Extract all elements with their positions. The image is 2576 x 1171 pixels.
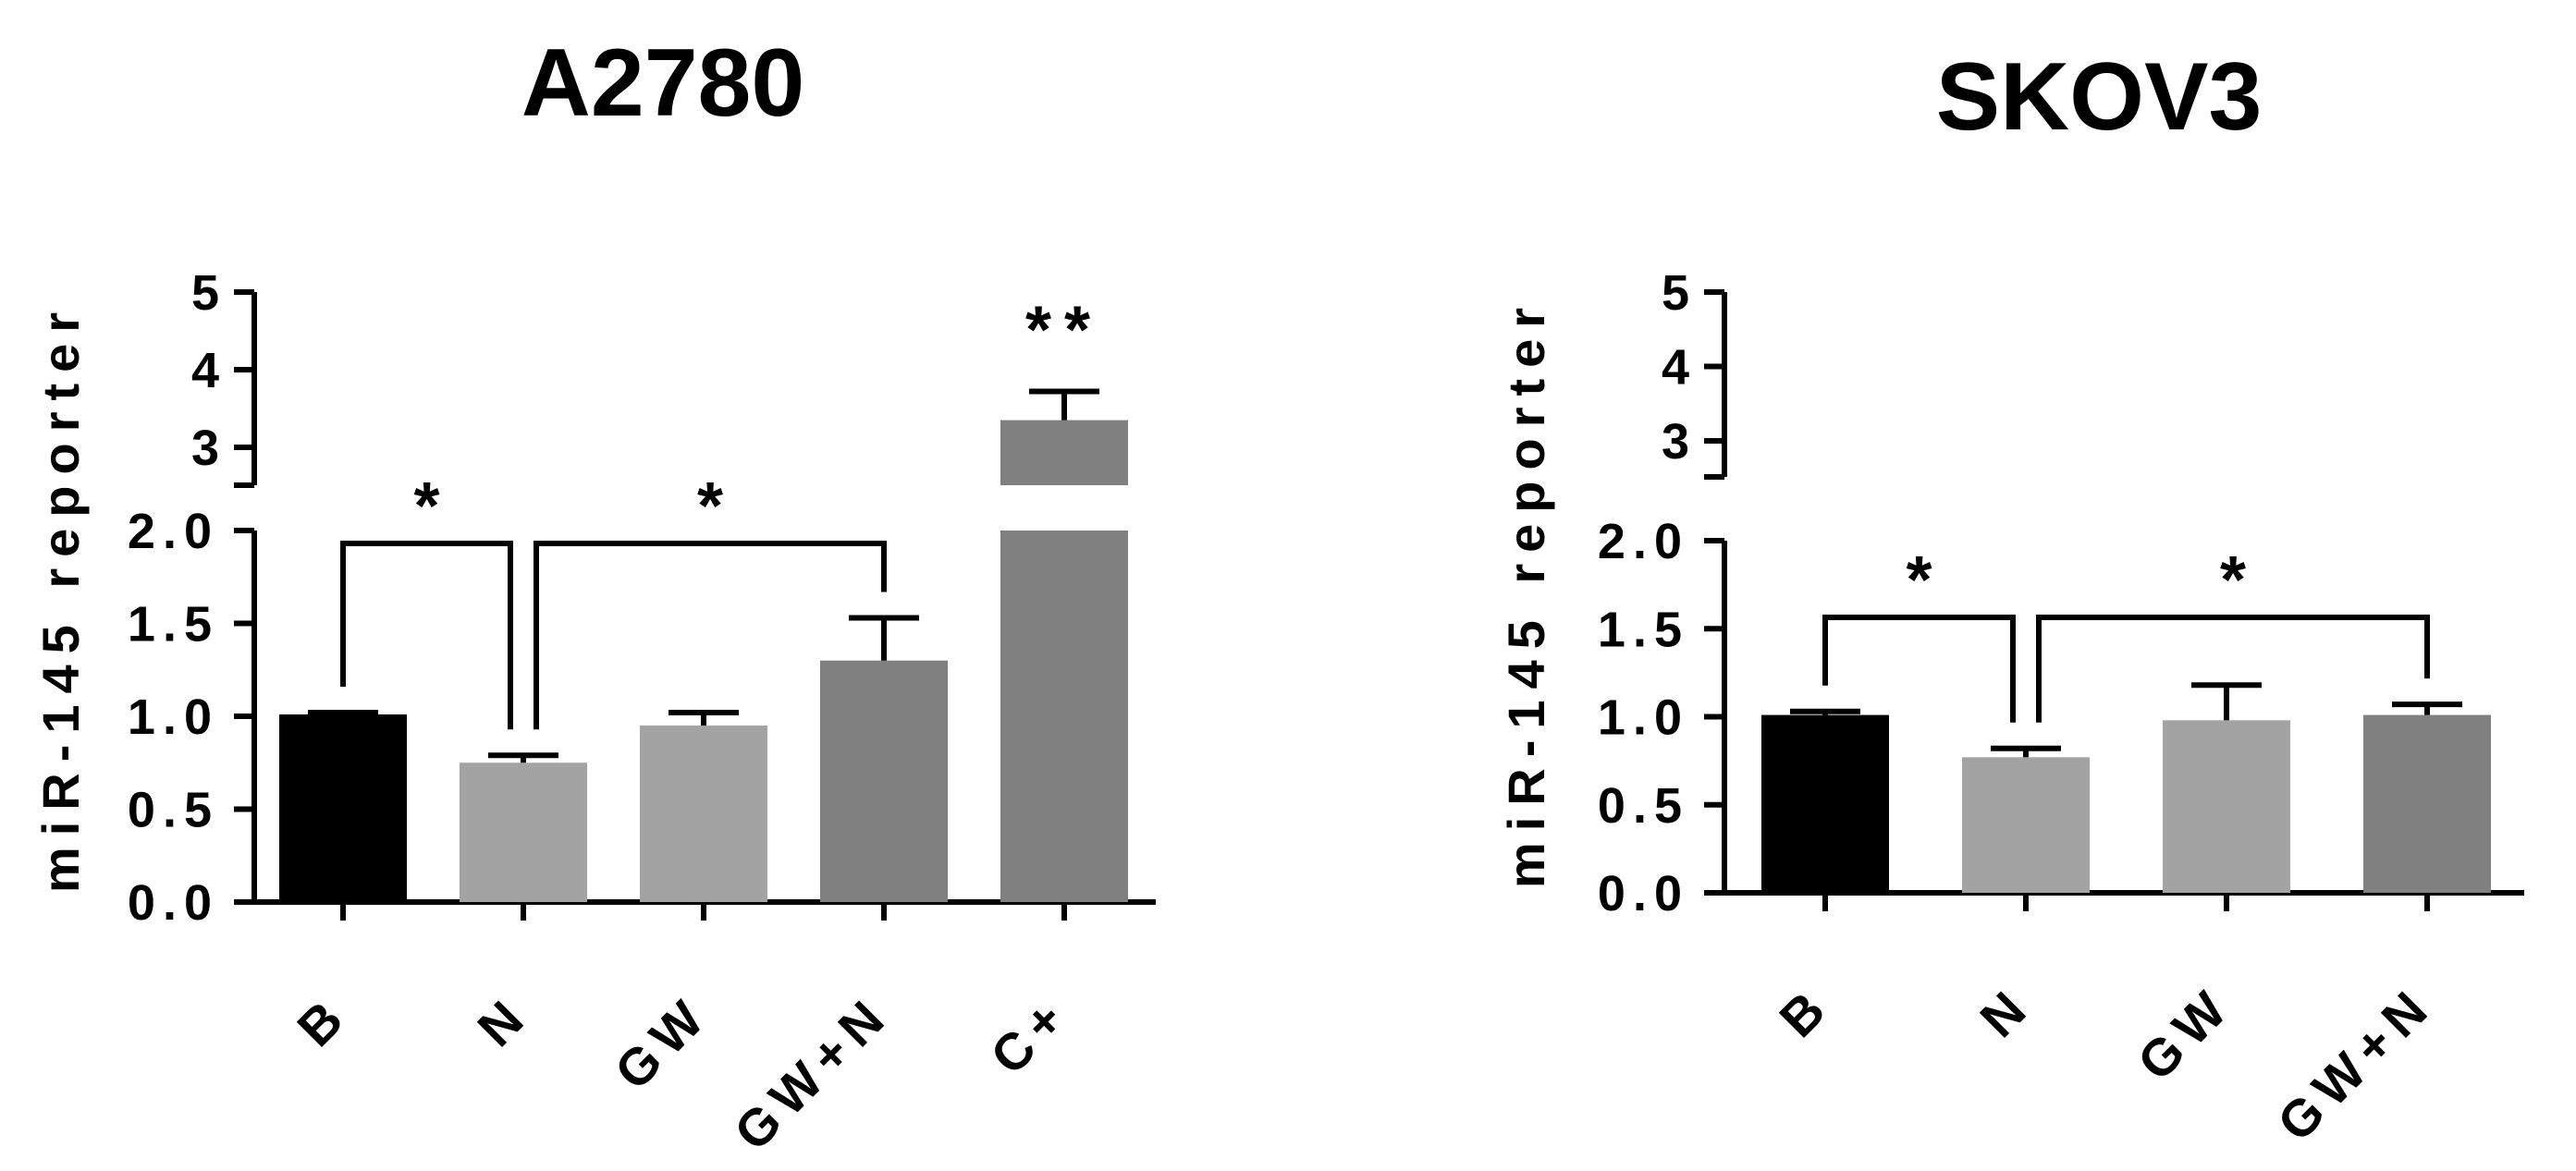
y-tick-label: 1.0 — [1598, 690, 1689, 746]
significance-label: * — [413, 470, 439, 543]
y-tick-label: 4 — [191, 343, 219, 398]
bar-n — [460, 762, 587, 902]
y-tick-label: 1.5 — [1598, 602, 1689, 657]
y-axis-label: miR-145 reporter — [1497, 297, 1555, 888]
significance-label: ** — [1025, 294, 1103, 368]
significance-label: * — [697, 470, 723, 543]
chart-title: A2780 — [521, 30, 804, 137]
y-tick-label: 3 — [191, 421, 219, 476]
x-tick-label-b: B — [1768, 974, 1842, 1048]
x-tick-label-gw: GW — [2127, 974, 2244, 1092]
significance-label: * — [1906, 543, 1932, 617]
chart-title: SKOV3 — [1936, 43, 2263, 151]
y-tick-label: 2.0 — [128, 504, 219, 559]
y-axis-label: miR-145 reporter — [31, 301, 90, 893]
y-tick-label: 1.0 — [128, 689, 219, 745]
y-tick-label: 0.0 — [1598, 866, 1689, 921]
x-tick-label-c-: C+ — [979, 983, 1081, 1085]
bar-b — [279, 714, 407, 902]
x-tick-label-gw-n: GW+N — [723, 983, 902, 1162]
x-tick-label-n: N — [466, 983, 540, 1057]
significance-label: * — [2220, 543, 2246, 617]
x-tick-label-n: N — [1969, 974, 2042, 1048]
significance-bracket — [534, 541, 887, 730]
x-tick-label-gw-n: GW+N — [2266, 974, 2445, 1153]
significance-bracket — [1822, 615, 2016, 723]
y-tick-label: 0.5 — [1598, 778, 1689, 834]
y-tick-label: 2.0 — [1598, 514, 1689, 569]
y-tick-label: 0.5 — [128, 783, 219, 838]
bar-gw — [640, 726, 767, 902]
y-tick-label: 1.5 — [128, 597, 219, 653]
x-tick-label-gw: GW — [604, 983, 721, 1101]
bar-gw-n — [2363, 714, 2491, 893]
bar-c--upper — [1000, 420, 1128, 485]
y-tick-label: 4 — [1662, 340, 1689, 396]
x-tick-label-b: B — [286, 983, 360, 1057]
bar-c- — [1000, 531, 1128, 902]
bar-b — [1761, 714, 1889, 893]
chart-panel-skov3: SKOV3 miR-145 reporter 0.0 0.5 1.0 1.5 2.0 3 4 5 B… — [1497, 43, 2524, 1153]
y-tick-label: 3 — [1662, 414, 1689, 470]
y-tick-label: 5 — [1662, 265, 1689, 321]
significance-bracket — [2036, 615, 2430, 723]
bar-gw — [2163, 720, 2290, 893]
y-tick-label: 0.0 — [128, 875, 219, 931]
bar-n — [1962, 757, 2090, 893]
y-tick-label: 5 — [191, 265, 219, 321]
bar-gw-n — [820, 660, 948, 902]
significance-bracket — [340, 541, 513, 730]
chart-panel-a2780: A2780 miR-145 reporter 0.0 0.5 1.0 1.5 2.0 3 4 5 B… — [31, 30, 1156, 1162]
